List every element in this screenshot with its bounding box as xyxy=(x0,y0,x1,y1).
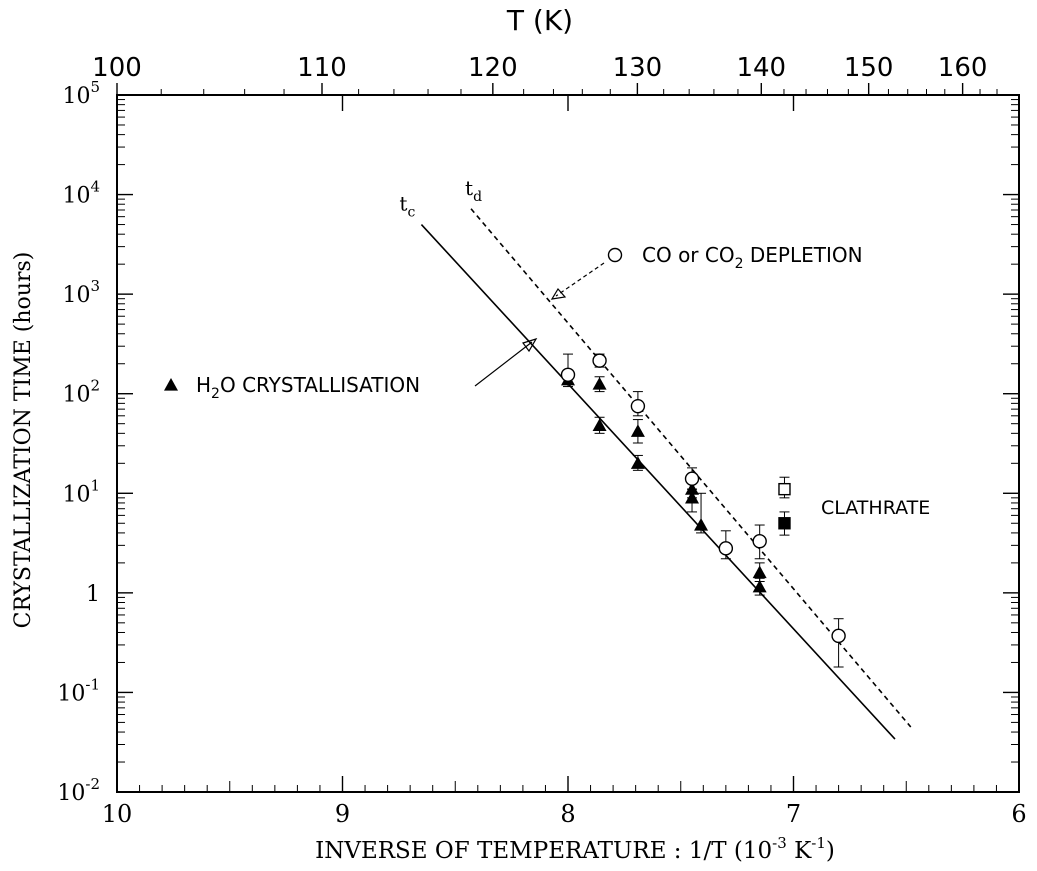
y-tick-label: 103 xyxy=(62,277,100,308)
legend-co-arrowhead xyxy=(550,287,567,300)
h2o-crystallisation-marker xyxy=(630,424,645,437)
y-tick-label: 101 xyxy=(62,476,100,507)
legend-h2o-text-sub: 2 xyxy=(211,386,220,402)
legend-clathrate-text: CLATHRATE xyxy=(821,497,930,519)
y-tick-label-exp: 5 xyxy=(90,78,100,96)
y-tick-label: 102 xyxy=(62,377,100,408)
y-tick-label-exp: 3 xyxy=(90,277,100,295)
co-or-co2-depletion-point xyxy=(752,524,767,560)
clathrate-marker xyxy=(778,482,791,496)
h2o-crystallisation-marker xyxy=(630,456,645,469)
y-tick-label-base: 10 xyxy=(62,383,90,408)
t-tick-label: 110 xyxy=(297,53,347,83)
h2o-crystallisation-marker xyxy=(752,579,767,593)
clathrate-marker xyxy=(778,517,791,530)
x-axis-title-close: ) xyxy=(826,838,835,864)
t-tick-label: 140 xyxy=(736,53,786,83)
legend-h2o-text-rest: O CRYSTALLISATION xyxy=(220,373,420,397)
h2o-crystallisation-point xyxy=(592,416,607,434)
co-or-co2-depletion-marker xyxy=(592,353,607,368)
model-line-tc xyxy=(420,224,896,740)
x-axis-title-exp: -3 xyxy=(772,834,787,852)
legend-co-arrow xyxy=(555,262,605,297)
clathrate-point xyxy=(778,511,791,536)
co-or-co2-depletion-point xyxy=(831,618,846,668)
h2o-crystallisation-marker xyxy=(592,377,607,390)
model-line-label-main: t xyxy=(465,176,473,200)
y-tick-label-exp: -2 xyxy=(85,775,100,793)
y-tick-label-base: 10 xyxy=(62,184,90,209)
co-or-co2-depletion-point xyxy=(684,467,700,490)
y-tick-label-base: 10 xyxy=(62,482,90,507)
legend-h2o-arrow xyxy=(474,341,533,387)
h2o-crystallisation-point xyxy=(694,492,709,534)
top-axis-title: T (K) xyxy=(506,4,573,37)
y-tick-label: 10-2 xyxy=(57,775,100,806)
y-tick-label-exp: -1 xyxy=(85,675,100,693)
y-tick-label: 1 xyxy=(86,582,100,607)
y-tick-label-base: 10 xyxy=(57,681,85,706)
h2o-crystallisation-point xyxy=(752,577,767,596)
y-tick-label-base: 10 xyxy=(62,283,90,308)
h2o-crystallisation-point xyxy=(630,419,645,444)
legend-co-text-main: CO or CO xyxy=(642,243,735,267)
x-tick-label: 6 xyxy=(1011,800,1026,828)
co-or-co2-depletion-point xyxy=(630,391,646,417)
h2o-crystallisation-point xyxy=(592,376,607,393)
t-tick-label: 130 xyxy=(613,53,663,83)
y-tick-label: 104 xyxy=(62,178,100,209)
legend-co-text: CO or CO2 DEPLETION xyxy=(642,243,863,272)
h2o-crystallisation-point xyxy=(630,454,645,471)
co-or-co2-depletion-marker xyxy=(684,471,700,486)
x-axis-title: INVERSE OF TEMPERATURE : 1/T (10-3 K-1) xyxy=(315,834,835,864)
y-tick-label-exp: 2 xyxy=(90,377,100,395)
co-or-co2-depletion-marker xyxy=(752,534,767,549)
co-or-co2-depletion-point xyxy=(560,353,576,385)
x-axis-title-unit-exp: -1 xyxy=(811,834,826,852)
co-or-co2-depletion-point xyxy=(718,530,734,560)
model-line-label-sub: c xyxy=(407,205,415,221)
y-tick-label: 10-1 xyxy=(57,675,100,706)
y-axis-title: CRYSTALLIZATION TIME (hours) xyxy=(11,252,36,629)
model-line-label-tc: tc xyxy=(399,192,415,221)
co-or-co2-depletion-marker xyxy=(630,398,646,414)
co-or-co2-depletion-marker xyxy=(831,628,846,644)
h2o-crystallisation-marker xyxy=(685,490,700,504)
x-axis-title-unit: K xyxy=(787,838,812,864)
y-tick-label-base: 10 xyxy=(57,781,85,806)
x-tick-label: 7 xyxy=(786,800,801,828)
x-tick-label: 10 xyxy=(102,800,133,828)
h2o-crystallisation-marker xyxy=(592,418,607,432)
legend-h2o-arrowhead xyxy=(522,337,538,353)
plot-frame xyxy=(116,94,1020,793)
clathrate-point xyxy=(778,476,791,499)
y-tick-label-base: 10 xyxy=(62,84,90,109)
y-tick-label-exp: 1 xyxy=(90,476,100,494)
x-axis-title-main: INVERSE OF TEMPERATURE : 1/T (10 xyxy=(315,838,772,864)
h2o-crystallisation-marker xyxy=(752,565,767,579)
x-tick-label: 9 xyxy=(335,800,350,828)
x-tick-label: 8 xyxy=(560,800,575,828)
co-or-co2-depletion-point xyxy=(592,353,607,368)
t-tick-label: 150 xyxy=(844,53,894,83)
legend-h2o-marker xyxy=(164,378,178,391)
legend-co-text-sub: 2 xyxy=(735,256,744,272)
co-or-co2-depletion-marker xyxy=(560,367,576,382)
legend-h2o-text: H2O CRYSTALLISATION xyxy=(196,373,420,402)
model-line-label-main: t xyxy=(399,192,407,216)
co-or-co2-depletion-marker xyxy=(718,541,734,556)
t-tick-label: 120 xyxy=(468,53,518,83)
legend-co-marker xyxy=(607,247,623,263)
model-line-label-td: td xyxy=(465,176,482,205)
model-line-label-sub: d xyxy=(473,189,482,205)
legend-co-text-rest: DEPLETION xyxy=(744,243,863,267)
t-tick-label: 100 xyxy=(92,53,142,83)
h2o-crystallisation-marker xyxy=(694,518,709,531)
y-tick-label: 105 xyxy=(62,78,100,109)
y-tick-label-exp: 4 xyxy=(90,178,100,196)
y-tick-label-base: 1 xyxy=(86,582,100,607)
legend-h2o-text-main: H xyxy=(196,373,211,397)
t-tick-label: 160 xyxy=(938,53,988,83)
